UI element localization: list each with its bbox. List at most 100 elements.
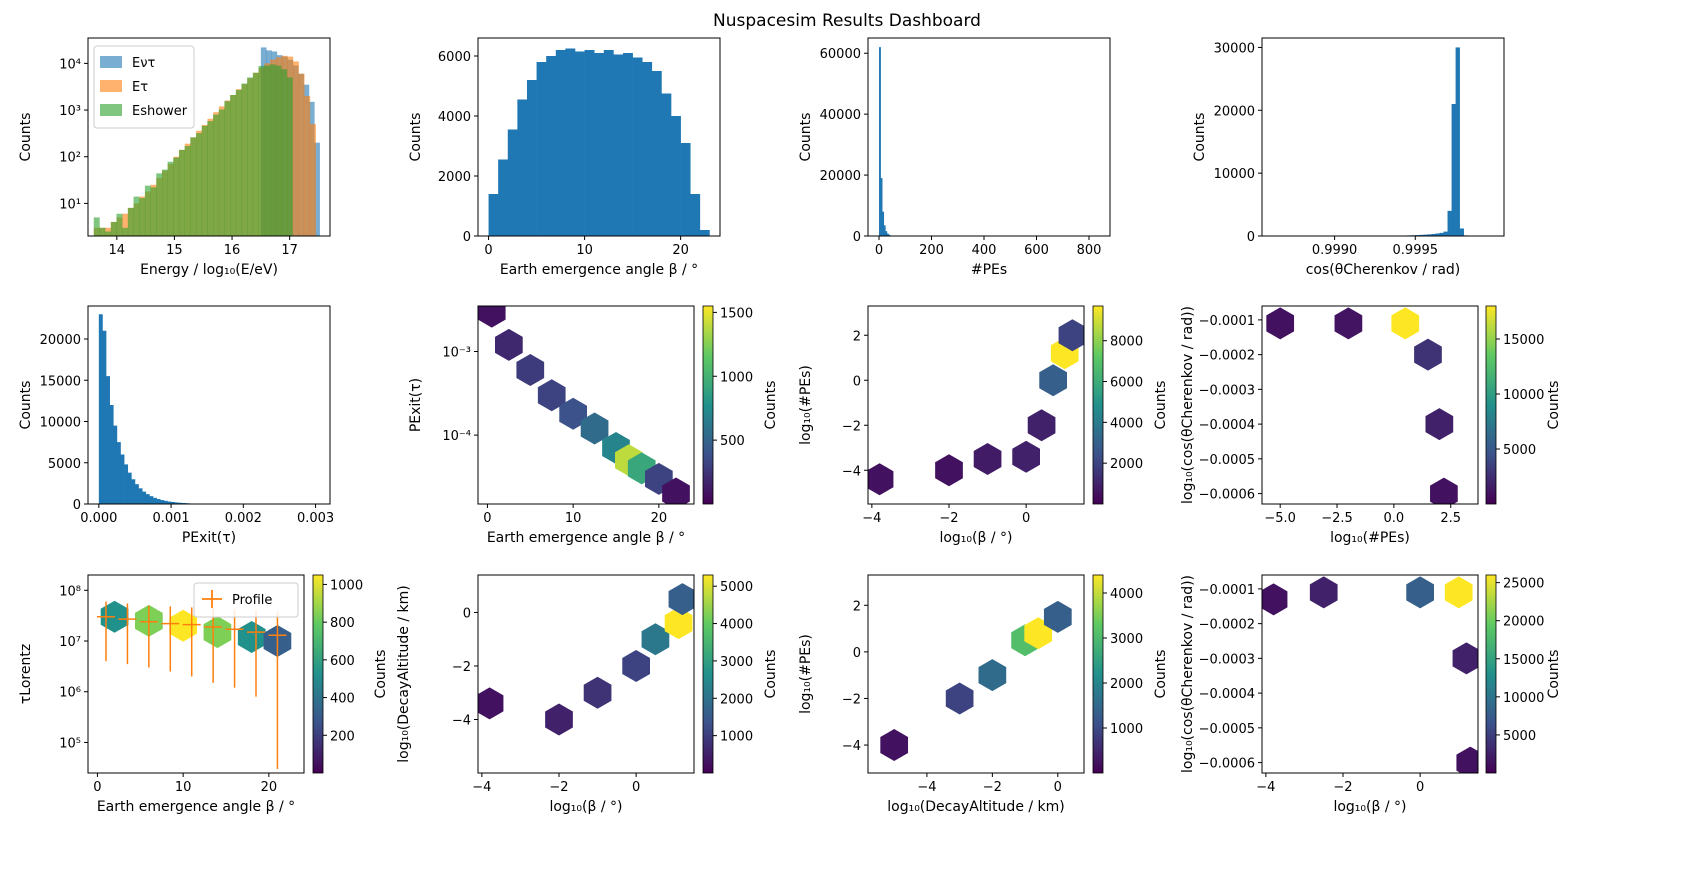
- bar-pexit-s0-b12: [142, 491, 147, 504]
- ytick-label-npe_cosc-1: −0.0002: [1199, 349, 1255, 364]
- xtick-label-beta_npe-1: −2: [939, 511, 958, 526]
- axes-frame-beta_npe: [867, 305, 1085, 505]
- colorbar-label-beta_lorentz: Counts: [373, 650, 389, 699]
- bar-npe-s0-b5: [886, 233, 889, 236]
- bar-energy-s1-b37: [304, 96, 311, 236]
- colorbar-tick-label-beta_decay-3: 4000: [720, 618, 753, 633]
- bar-energy-s2-b33: [281, 69, 288, 236]
- bar-pexit-s0-b1: [102, 330, 107, 504]
- chart-beta_lorentz: 200 400 600 800 1000 Counts 0 10 20 10⁸ 10⁷ 10⁶ 10⁵ E…: [18, 574, 389, 815]
- xtick-label-pexit-2: 0.002: [225, 511, 262, 526]
- bar-energy-s2-b1: [99, 227, 106, 236]
- bar-energy-s2-b12: [161, 169, 168, 236]
- colorbar-label-beta_npe: Counts: [1153, 381, 1169, 430]
- xtick-label-beta_decay-2: 0: [632, 780, 640, 795]
- legend-swatch-energy-2: [100, 104, 122, 116]
- bar-beta-s0-b3: [517, 99, 528, 236]
- ylabel-npe: Counts: [798, 113, 814, 162]
- bar-energy-s2-b21: [213, 114, 220, 236]
- bar-npe-s0-b1: [880, 178, 883, 236]
- hexbin-cell-npe_cosc-5: [1430, 477, 1458, 504]
- ytick-label-npe_cosc-3: −0.0004: [1199, 418, 1255, 433]
- bar-beta-s0-b9: [574, 51, 585, 236]
- bar-pexit-s0-b5: [116, 442, 121, 504]
- xtick-label-beta-1: 10: [576, 243, 593, 258]
- bar-cosc-s0-b11: [1451, 104, 1456, 236]
- bar-energy-s2-b20: [207, 121, 214, 236]
- ytick-label-npe-2: 40000: [820, 108, 861, 123]
- ylabel-beta_lorentz: τLorentz: [18, 644, 34, 704]
- ylabel-energy: Counts: [18, 113, 34, 162]
- ylabel-decay_npe: log₁₀(#PEs): [798, 634, 814, 714]
- plot-area-beta_decay: [478, 583, 694, 736]
- ylabel-beta: Counts: [408, 113, 424, 162]
- plot-area-cosc: [1407, 47, 1473, 236]
- plot-area-beta_npe: [868, 319, 1084, 496]
- bar-beta-s0-b7: [555, 50, 566, 236]
- xtick-label-beta_cosc-2: 0: [1416, 780, 1424, 795]
- xlabel-beta_pexit: Earth emergence angle β / °: [487, 530, 685, 546]
- bar-pexit-s0-b13: [145, 494, 150, 504]
- chart-beta_pexit: 500 1000 1500 Counts 0 10 20 10⁻³ 10⁻⁴ Earth emer…: [408, 305, 779, 546]
- hexbin-cell-beta_decay-0: [478, 687, 504, 720]
- ytick-label-beta_pexit-1: 10⁻⁴: [442, 429, 471, 444]
- colorbar-tick-label-beta_decay-4: 5000: [720, 580, 753, 595]
- legend-label-energy-2: Eshower: [132, 104, 188, 119]
- hexbin-cell-beta_npe-2: [973, 443, 1002, 475]
- ylabel-beta_cosc: log₁₀(cos(θCherenkov / rad)): [1180, 575, 1196, 773]
- ytick-label-decay_npe-3: −4: [842, 739, 861, 754]
- bar-energy-s2-b28: [252, 72, 259, 236]
- bar-energy-s2-b15: [178, 149, 185, 236]
- bar-cosc-s0-b13: [1459, 228, 1464, 236]
- ytick-label-beta_decay-0: 0: [463, 606, 471, 621]
- bar-beta-s0-b12: [603, 50, 614, 236]
- bar-beta-s0-b13: [613, 54, 624, 236]
- xtick-label-npe-1: 200: [919, 243, 944, 258]
- bar-energy-s2-b14: [173, 157, 180, 236]
- axes-frame-beta_lorentz: [87, 574, 305, 774]
- bar-beta-s0-b16: [642, 62, 653, 236]
- colorbar-label-beta_cosc: Counts: [1546, 650, 1562, 699]
- bar-energy-s2-b18: [195, 133, 202, 236]
- colorbar-label-npe_cosc: Counts: [1546, 381, 1562, 430]
- bar-beta-s0-b11: [594, 53, 605, 236]
- bar-energy-s2-b8: [139, 198, 146, 236]
- bar-beta-s0-b1: [498, 159, 509, 236]
- bar-energy-s2-b29: [258, 65, 265, 236]
- bar-beta-s0-b6: [546, 56, 557, 236]
- bar-energy-s2-b2: [105, 231, 112, 236]
- hexbin-cell-beta_pexit-1: [495, 328, 523, 361]
- hexbin-cell-beta_lorentz-3: [203, 616, 232, 649]
- ytick-label-beta_cosc-1: −0.0002: [1199, 618, 1255, 633]
- ytick-label-npe_cosc-5: −0.0006: [1199, 488, 1255, 503]
- bar-pexit-s0-b10: [134, 484, 139, 504]
- bar-energy-s1-b5: [122, 213, 129, 236]
- bar-energy-s2-b26: [241, 83, 248, 236]
- bar-cosc-s0-b6: [1431, 233, 1436, 236]
- xtick-label-npe_cosc-0: −5.0: [1264, 511, 1296, 526]
- bar-energy-s2-b3: [110, 221, 117, 236]
- plot-area-decay_npe: [880, 600, 1072, 762]
- bar-pexit-s0-b20: [171, 502, 175, 504]
- bar-pexit-s0-b15: [153, 497, 157, 504]
- xtick-label-beta_pexit-1: 10: [565, 511, 582, 526]
- ytick-label-beta_cosc-0: −0.0001: [1199, 583, 1255, 598]
- bar-energy-s2-b10: [150, 187, 157, 236]
- bar-pexit-s0-b0: [98, 314, 103, 504]
- bar-energy-s2-b27: [247, 77, 254, 236]
- xtick-label-pexit-3: 0.003: [297, 511, 334, 526]
- bar-beta-s0-b4: [526, 80, 537, 236]
- xlabel-npe: #PEs: [971, 262, 1007, 278]
- xlabel-beta_cosc: log₁₀(β / °): [1333, 799, 1406, 815]
- bar-energy-s2-b5: [122, 227, 129, 236]
- ytick-label-beta_npe-0: 2: [853, 329, 861, 344]
- xlabel-energy: Energy / log₁₀(E/eV): [140, 262, 278, 278]
- hexbin-cell-beta_cosc-2: [1406, 576, 1434, 609]
- ylabel-pexit: Counts: [18, 381, 34, 430]
- ytick-label-pexit-0: 0: [73, 498, 81, 513]
- colorbar-tick-label-beta_decay-2: 3000: [720, 655, 753, 670]
- axes-frame-pexit: [87, 305, 331, 505]
- bar-beta-s0-b17: [651, 71, 662, 236]
- ytick-label-beta_cosc-5: −0.0006: [1199, 757, 1255, 772]
